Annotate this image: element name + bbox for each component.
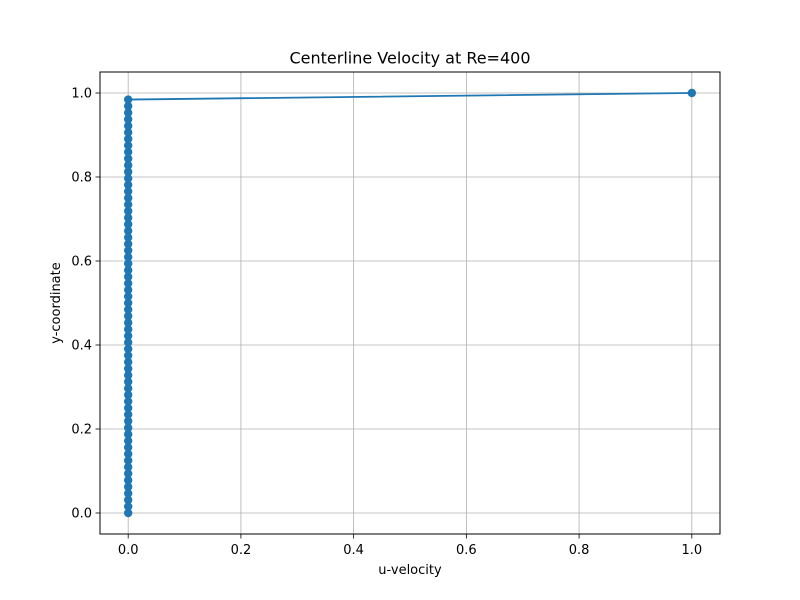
data-point [123,187,133,196]
data-point [123,344,133,354]
data-point [123,370,133,380]
data-point [123,495,133,505]
data-point [123,397,133,406]
data-point [123,364,133,373]
y-tick-label: 0.4 [71,339,92,354]
data-point [123,390,133,400]
data-point [123,443,133,452]
data-point [123,108,133,117]
data-point [123,403,133,413]
grid-lines [100,72,720,534]
data-point [123,272,133,281]
x-tick-label: 1.0 [681,543,702,558]
data-point [123,141,133,150]
data-point [123,423,133,432]
x-tick-label: 0.2 [231,543,252,558]
data-point [123,193,133,203]
data-point [123,265,133,275]
data-point [123,128,133,137]
data-point [123,456,133,465]
data-point [123,239,133,249]
data-point [123,298,133,308]
ticks [95,92,693,539]
data-point [123,200,133,209]
x-tick-label: 0.0 [118,543,139,558]
data-point [123,226,133,236]
y-tick-label: 1.0 [71,87,92,102]
data-point [123,252,133,262]
data-point [123,384,133,393]
data-point [123,508,133,518]
data-point [123,502,133,511]
data-point [123,377,133,386]
y-tick-label: 0.6 [71,255,92,270]
data-point [123,154,133,163]
x-tick-label: 0.6 [456,543,477,558]
data-point [687,88,697,98]
chart-title: Centerline Velocity at Re=400 [289,49,530,68]
data-point [123,167,133,176]
y-tick-label: 0.8 [71,171,92,186]
data-point [123,213,133,222]
data-point [123,430,133,439]
plot-area-frame [99,71,721,535]
y-tick-label: 0.0 [71,507,92,522]
x-tick-label: 0.8 [569,543,590,558]
data-point [123,292,133,301]
data-point [123,115,133,124]
data-point [123,259,133,268]
data-point [123,325,133,334]
data-point [123,357,133,367]
data-point [123,279,133,288]
data-point [123,147,133,157]
data-point [123,462,133,472]
x-tick-label: 0.4 [343,543,364,558]
data-point [123,174,133,183]
data-point [123,331,133,341]
data-point [123,436,133,446]
data-point [123,246,133,255]
data-point [123,469,133,478]
data-point [123,311,133,321]
series [123,88,697,518]
data-point [123,475,133,485]
data-point [123,160,133,170]
data-point [123,449,133,459]
data-point [123,220,133,229]
data-point [123,482,133,491]
data-point [123,318,133,327]
data-point [123,95,133,104]
data-point [123,285,133,295]
data-point [123,121,133,131]
data-point [123,101,133,111]
y-axis-label: y-coordinate [49,262,64,344]
data-point [123,233,133,242]
tick-labels: 0.0 0.2 0.4 0.6 0.8 1.0 0.0 0.2 0.4 0.6 0.8 1.0 [71,87,702,559]
data-point [123,410,133,419]
data-point [123,416,133,426]
y-tick-label: 0.2 [71,423,92,438]
data-point [123,305,133,314]
x-axis-label: u-velocity [378,563,442,578]
data-point [123,338,133,347]
data-point [123,351,133,360]
data-point [123,134,133,144]
data-point [123,180,133,190]
data-point [123,489,133,498]
data-point [123,206,133,216]
